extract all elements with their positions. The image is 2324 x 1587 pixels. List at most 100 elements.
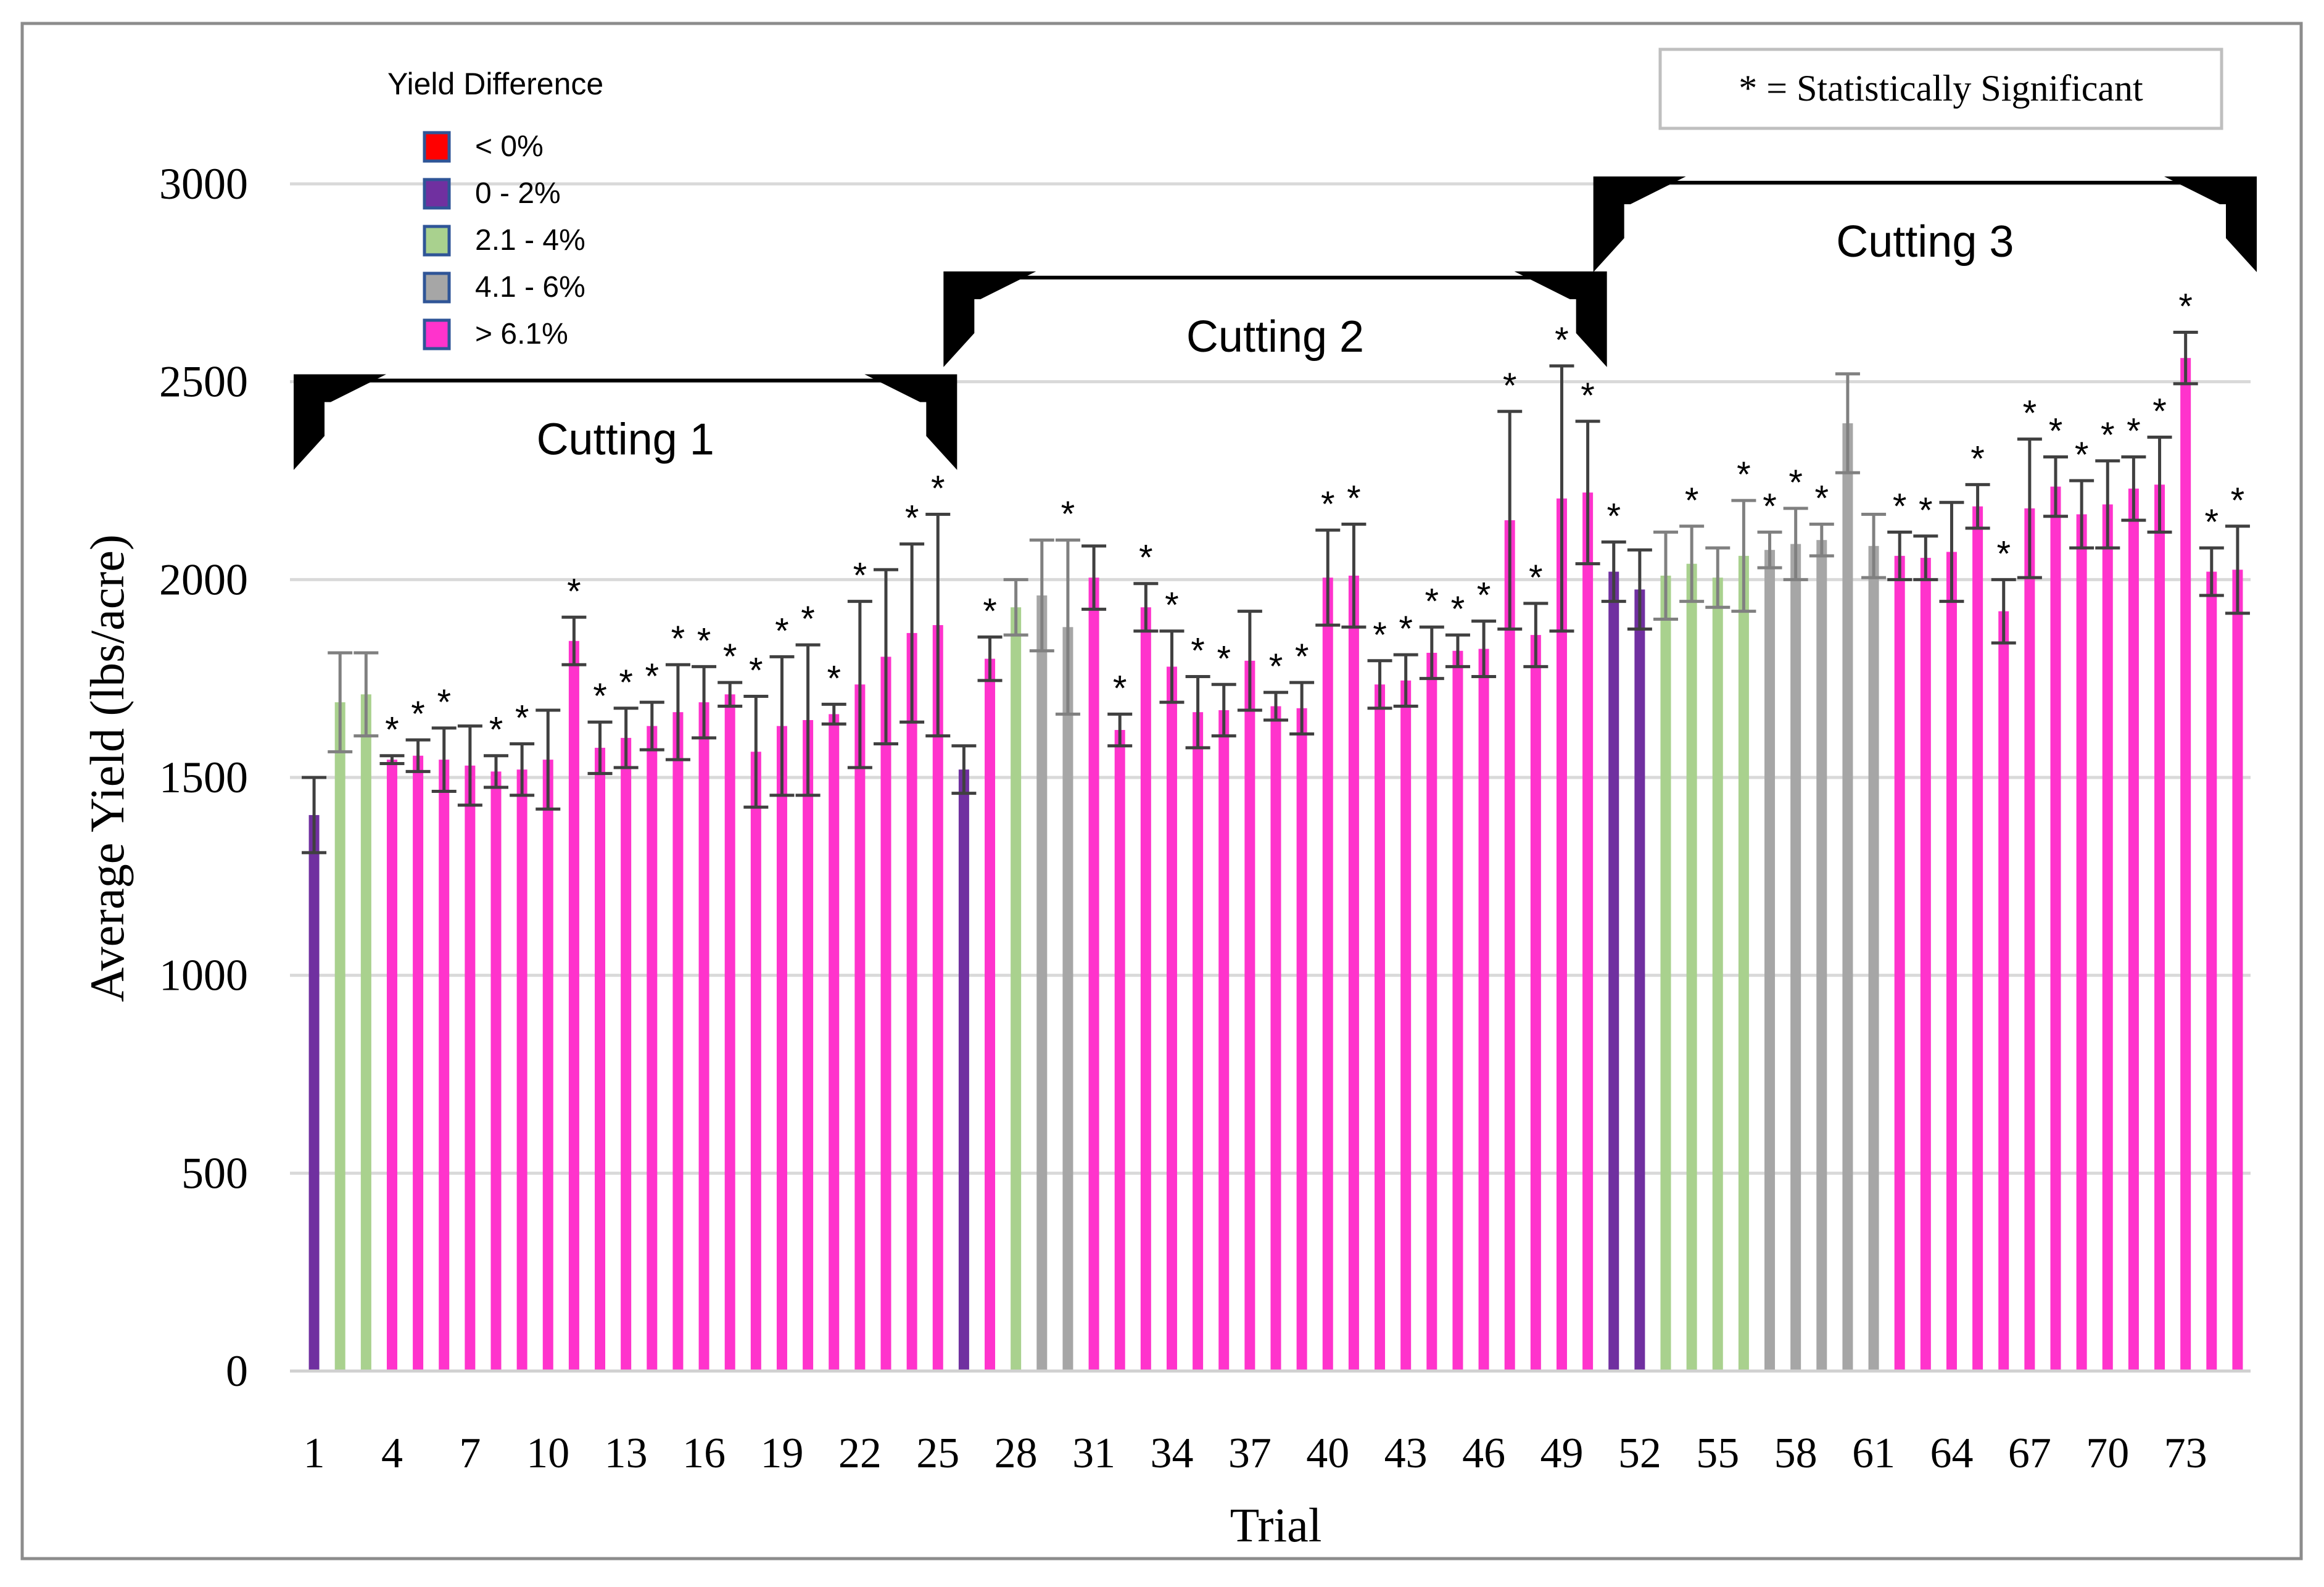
significance-star-trial-5: * [411,694,425,734]
bar-trial-33 [1140,607,1151,1371]
bracket-left-end [1593,176,1686,272]
legend: Yield Difference < 0% 0 - 2% 2.1 - 4% 4.1 - … [387,67,603,350]
error-bar-trial-5 [405,738,431,773]
bar-trial-64 [1946,552,1957,1372]
y-tick-label: 2000 [159,555,248,604]
x-tick-label: 4 [381,1430,403,1477]
legend-label: 2.1 - 4% [475,224,585,257]
bar-trial-70 [2102,504,2113,1371]
significance-star-trial-54: * [1685,481,1699,521]
error-bar-trial-30 [1055,538,1080,716]
bar-trial-40 [1322,578,1333,1371]
significance-note-frame [1658,48,2223,130]
error-bar-trial-61 [1861,513,1887,579]
x-tick-label: 70 [2086,1430,2129,1477]
significance-star-trial-24: * [905,499,919,539]
bar-trial-11 [568,640,579,1371]
bar-trial-2 [334,702,345,1371]
error-bar-trial-45 [1445,633,1470,668]
x-tick-label: 16 [682,1430,726,1477]
cutting-label: Cutting 2 [1186,312,1364,362]
significance-star-trial-14: * [645,657,660,697]
error-bar-trial-29 [1029,538,1054,653]
significance-star-trial-44: * [1425,581,1439,621]
bar-trial-29 [1036,595,1048,1371]
error-bar-trial-63 [1913,534,1938,581]
error-bar-trial-73 [2173,331,2198,386]
bar-trial-50 [1582,492,1594,1371]
cutting-bracket-3: Cutting 3 [1593,176,2257,272]
significance-star-trial-42: * [1373,615,1387,655]
bar-trial-74 [2206,571,2217,1372]
y-tick-label: 1500 [159,753,248,802]
error-bar-trial-11 [561,615,587,666]
bar-trial-67 [2024,508,2035,1371]
bracket-right-end [1514,271,1607,367]
significance-star-trial-30: * [1061,494,1075,534]
bar-trial-1 [308,814,320,1371]
error-bar-trial-69 [2069,479,2094,550]
bar-trial-38 [1270,706,1281,1371]
bar-trial-16 [698,702,709,1371]
bar-trial-55 [1712,578,1723,1371]
bar-trial-58 [1790,544,1801,1372]
significance-star-trial-6: * [437,682,451,723]
bar-trial-69 [2076,514,2087,1371]
legend-swatch [423,271,451,304]
bars [308,358,2243,1372]
cutting-bracket-2: Cutting 2 [943,271,1607,367]
cutting-label: Cutting 3 [1836,217,2014,267]
significance-star-trial-40: * [1321,484,1335,524]
legend-label: 4.1 - 6% [475,271,585,304]
bar-trial-63 [1920,558,1931,1371]
y-tick-label: 2500 [159,357,248,407]
error-bar-trial-8 [484,754,508,789]
bar-trial-54 [1686,563,1697,1372]
error-bar-trial-54 [1679,524,1705,603]
bar-trial-71 [2128,488,2139,1371]
bar-trial-35 [1193,712,1204,1371]
error-bar-trial-26 [951,744,977,795]
bar-trial-46 [1478,648,1489,1371]
error-bar-trial-64 [1939,500,1964,603]
significance-star-trial-4: * [385,710,399,750]
significance-star-trial-73: * [2178,287,2193,327]
x-tick-label: 7 [459,1430,481,1477]
significance-star-trial-48: * [1529,558,1543,598]
bar-trial-34 [1166,666,1177,1371]
significance-star-trial-46: * [1477,576,1491,616]
error-bar-trial-41 [1341,523,1367,629]
x-tick-label: 64 [1930,1430,1973,1477]
error-bar-trial-65 [1965,483,1990,530]
significance-star-trial-17: * [723,637,737,677]
error-bar-trial-24 [899,542,925,724]
bar-trial-57 [1764,550,1776,1371]
significance-star-trial-25: * [931,469,945,509]
error-bar-trial-43 [1393,653,1418,708]
error-bar-trial-52 [1627,548,1652,631]
error-bar-trial-50 [1575,420,1600,566]
error-bar-trial-19 [769,655,795,797]
x-tick-label: 10 [526,1430,569,1477]
error-bar-trial-23 [874,568,898,745]
significance-star-trial-67: * [2023,394,2037,434]
y-tick-label: 500 [181,1148,248,1198]
error-bar-trial-39 [1289,681,1315,735]
significance-markers: * * * * * * * * * * * * * * * * * * * * * * * * * * * * * * * * * * * * * * * *… [385,287,2244,750]
significance-star-trial-56: * [1737,455,1751,495]
bar-trial-4 [386,760,397,1371]
error-bar-trial-25 [925,513,951,738]
error-bar-trial-75 [2225,524,2250,615]
bar-trial-73 [2180,358,2191,1371]
error-bar-trial-22 [847,600,872,769]
significance-star-trial-19: * [775,611,789,651]
bar-trial-42 [1375,684,1386,1371]
x-tick-label: 22 [838,1430,882,1477]
significance-star-trial-21: * [827,658,841,698]
error-bar-trial-32 [1107,712,1133,748]
x-tick-label: 34 [1150,1430,1193,1477]
bar-trial-47 [1504,520,1515,1372]
error-bar-trial-67 [2017,437,2042,579]
x-tick-label: 25 [916,1430,959,1477]
